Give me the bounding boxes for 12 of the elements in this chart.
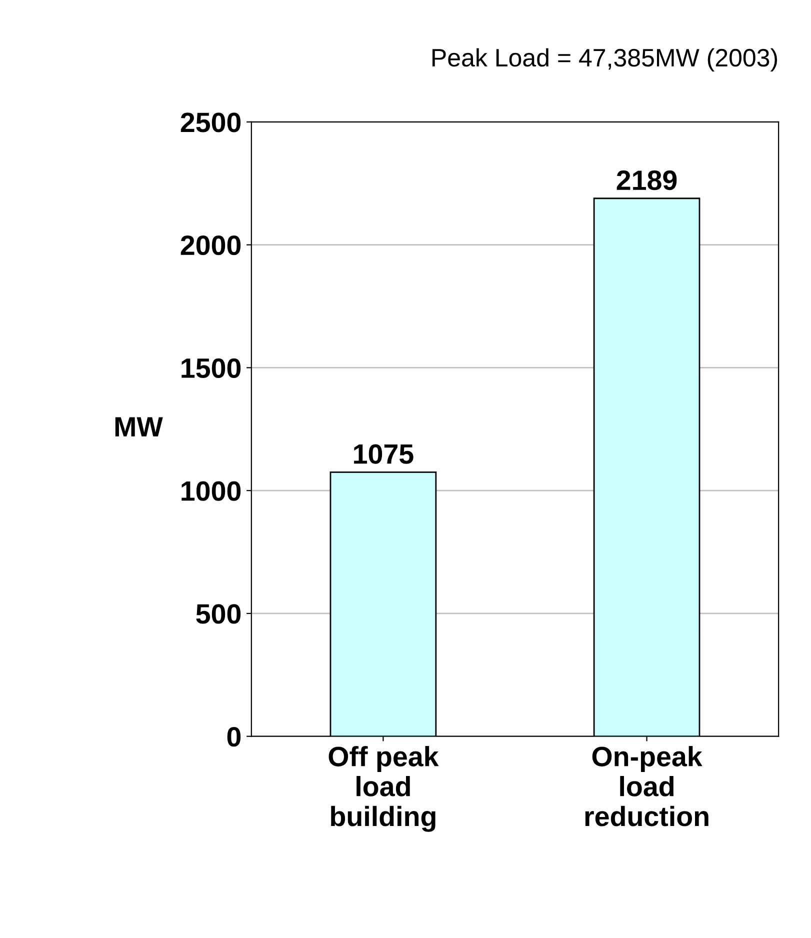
y-tick-label: 2500 — [180, 112, 241, 132]
y-axis-title: MW — [115, 417, 163, 436]
y-tick-label: 1500 — [182, 358, 241, 378]
chart-title: Peak Load = 47,385MW (2003) — [432, 48, 778, 72]
x-tick-label: On-peak load reduction — [585, 746, 708, 826]
y-tick-label: 2000 — [180, 235, 241, 256]
y-tick-label: 0 — [227, 727, 241, 747]
y-tick-label: 1000 — [182, 481, 241, 501]
y-tick-label: 500 — [196, 604, 241, 624]
x-tick-label: Off peak load building — [328, 746, 439, 832]
data-label: 1075 — [354, 444, 414, 464]
data-label: 2189 — [616, 170, 677, 190]
